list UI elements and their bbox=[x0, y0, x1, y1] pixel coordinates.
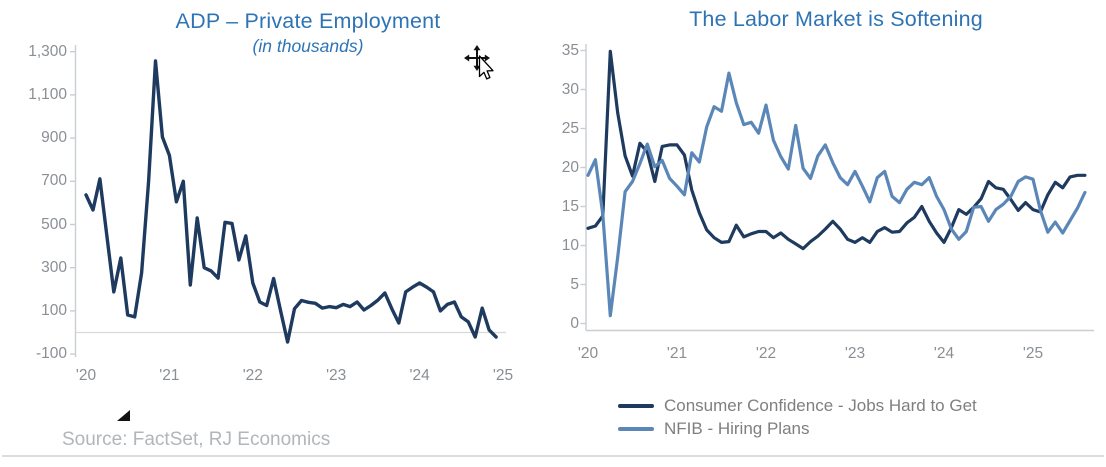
y-tick-label: 25 bbox=[561, 119, 579, 137]
legend-label-nfib: NFIB - Hiring Plans bbox=[664, 418, 810, 438]
y-tick-label: 500 bbox=[41, 215, 67, 233]
x-tick-label: '25 bbox=[492, 367, 514, 384]
triangle-marker-icon bbox=[117, 410, 130, 421]
x-tick-label: '23 bbox=[326, 367, 347, 384]
pointer-arrow-icon bbox=[478, 55, 494, 80]
x-tick-label: '21 bbox=[666, 345, 688, 362]
series-line-consumer-confidence-jobs-hard-to-get bbox=[586, 49, 1087, 251]
x-tick-label: '24 bbox=[933, 345, 955, 362]
source-note: Source: FactSet, RJ Economics bbox=[62, 429, 331, 450]
x-tick-label: '20 bbox=[577, 345, 599, 362]
y-tick-label: 20 bbox=[561, 158, 579, 176]
y-tick-label: 30 bbox=[561, 80, 579, 98]
x-tick-label: '20 bbox=[75, 367, 97, 384]
y-tick-label: 700 bbox=[41, 172, 67, 190]
x-tick-label: '22 bbox=[755, 345, 777, 362]
left-chart-title: ADP – Private Employment bbox=[175, 9, 441, 33]
x-tick-label: '25 bbox=[1022, 345, 1044, 362]
series-line-nfib-hiring-plans bbox=[586, 71, 1087, 318]
y-tick-label: 900 bbox=[41, 129, 67, 147]
legend-item-nfib: NFIB - Hiring Plans bbox=[618, 417, 977, 440]
move-cursor-icon bbox=[464, 45, 494, 80]
legend-item-consumer-confidence: Consumer Confidence - Jobs Hard to Get bbox=[618, 394, 977, 417]
y-tick-label: 5 bbox=[570, 275, 579, 293]
y-tick-label: 15 bbox=[561, 197, 579, 215]
x-tick-label: '24 bbox=[409, 367, 430, 384]
series-line-adp-private-employment-monthly-change-thousands bbox=[84, 59, 498, 344]
y-tick-label: 300 bbox=[41, 258, 67, 276]
legend: Consumer Confidence - Jobs Hard to Get N… bbox=[618, 394, 977, 440]
bottom-divider bbox=[2, 455, 1104, 457]
left-chart-subtitle: (in thousands) bbox=[252, 36, 364, 56]
y-tick-label: 100 bbox=[41, 301, 67, 319]
legend-swatch-steel-line bbox=[618, 426, 654, 431]
y-tick-label: 1,100 bbox=[28, 85, 67, 103]
legend-swatch-navy-line bbox=[618, 403, 654, 408]
y-tick-label: 0 bbox=[570, 314, 579, 332]
y-tick-label: 35 bbox=[561, 41, 579, 59]
y-tick-label: -100 bbox=[35, 345, 67, 363]
legend-label-consumer-confidence: Consumer Confidence - Jobs Hard to Get bbox=[664, 395, 977, 415]
right-chart-title: The Labor Market is Softening bbox=[689, 7, 983, 31]
y-tick-label: 10 bbox=[561, 236, 579, 254]
x-tick-label: '21 bbox=[159, 367, 180, 384]
x-tick-label: '22 bbox=[242, 367, 263, 384]
x-tick-label: '23 bbox=[844, 345, 866, 362]
y-tick-label: 1,300 bbox=[28, 42, 67, 60]
